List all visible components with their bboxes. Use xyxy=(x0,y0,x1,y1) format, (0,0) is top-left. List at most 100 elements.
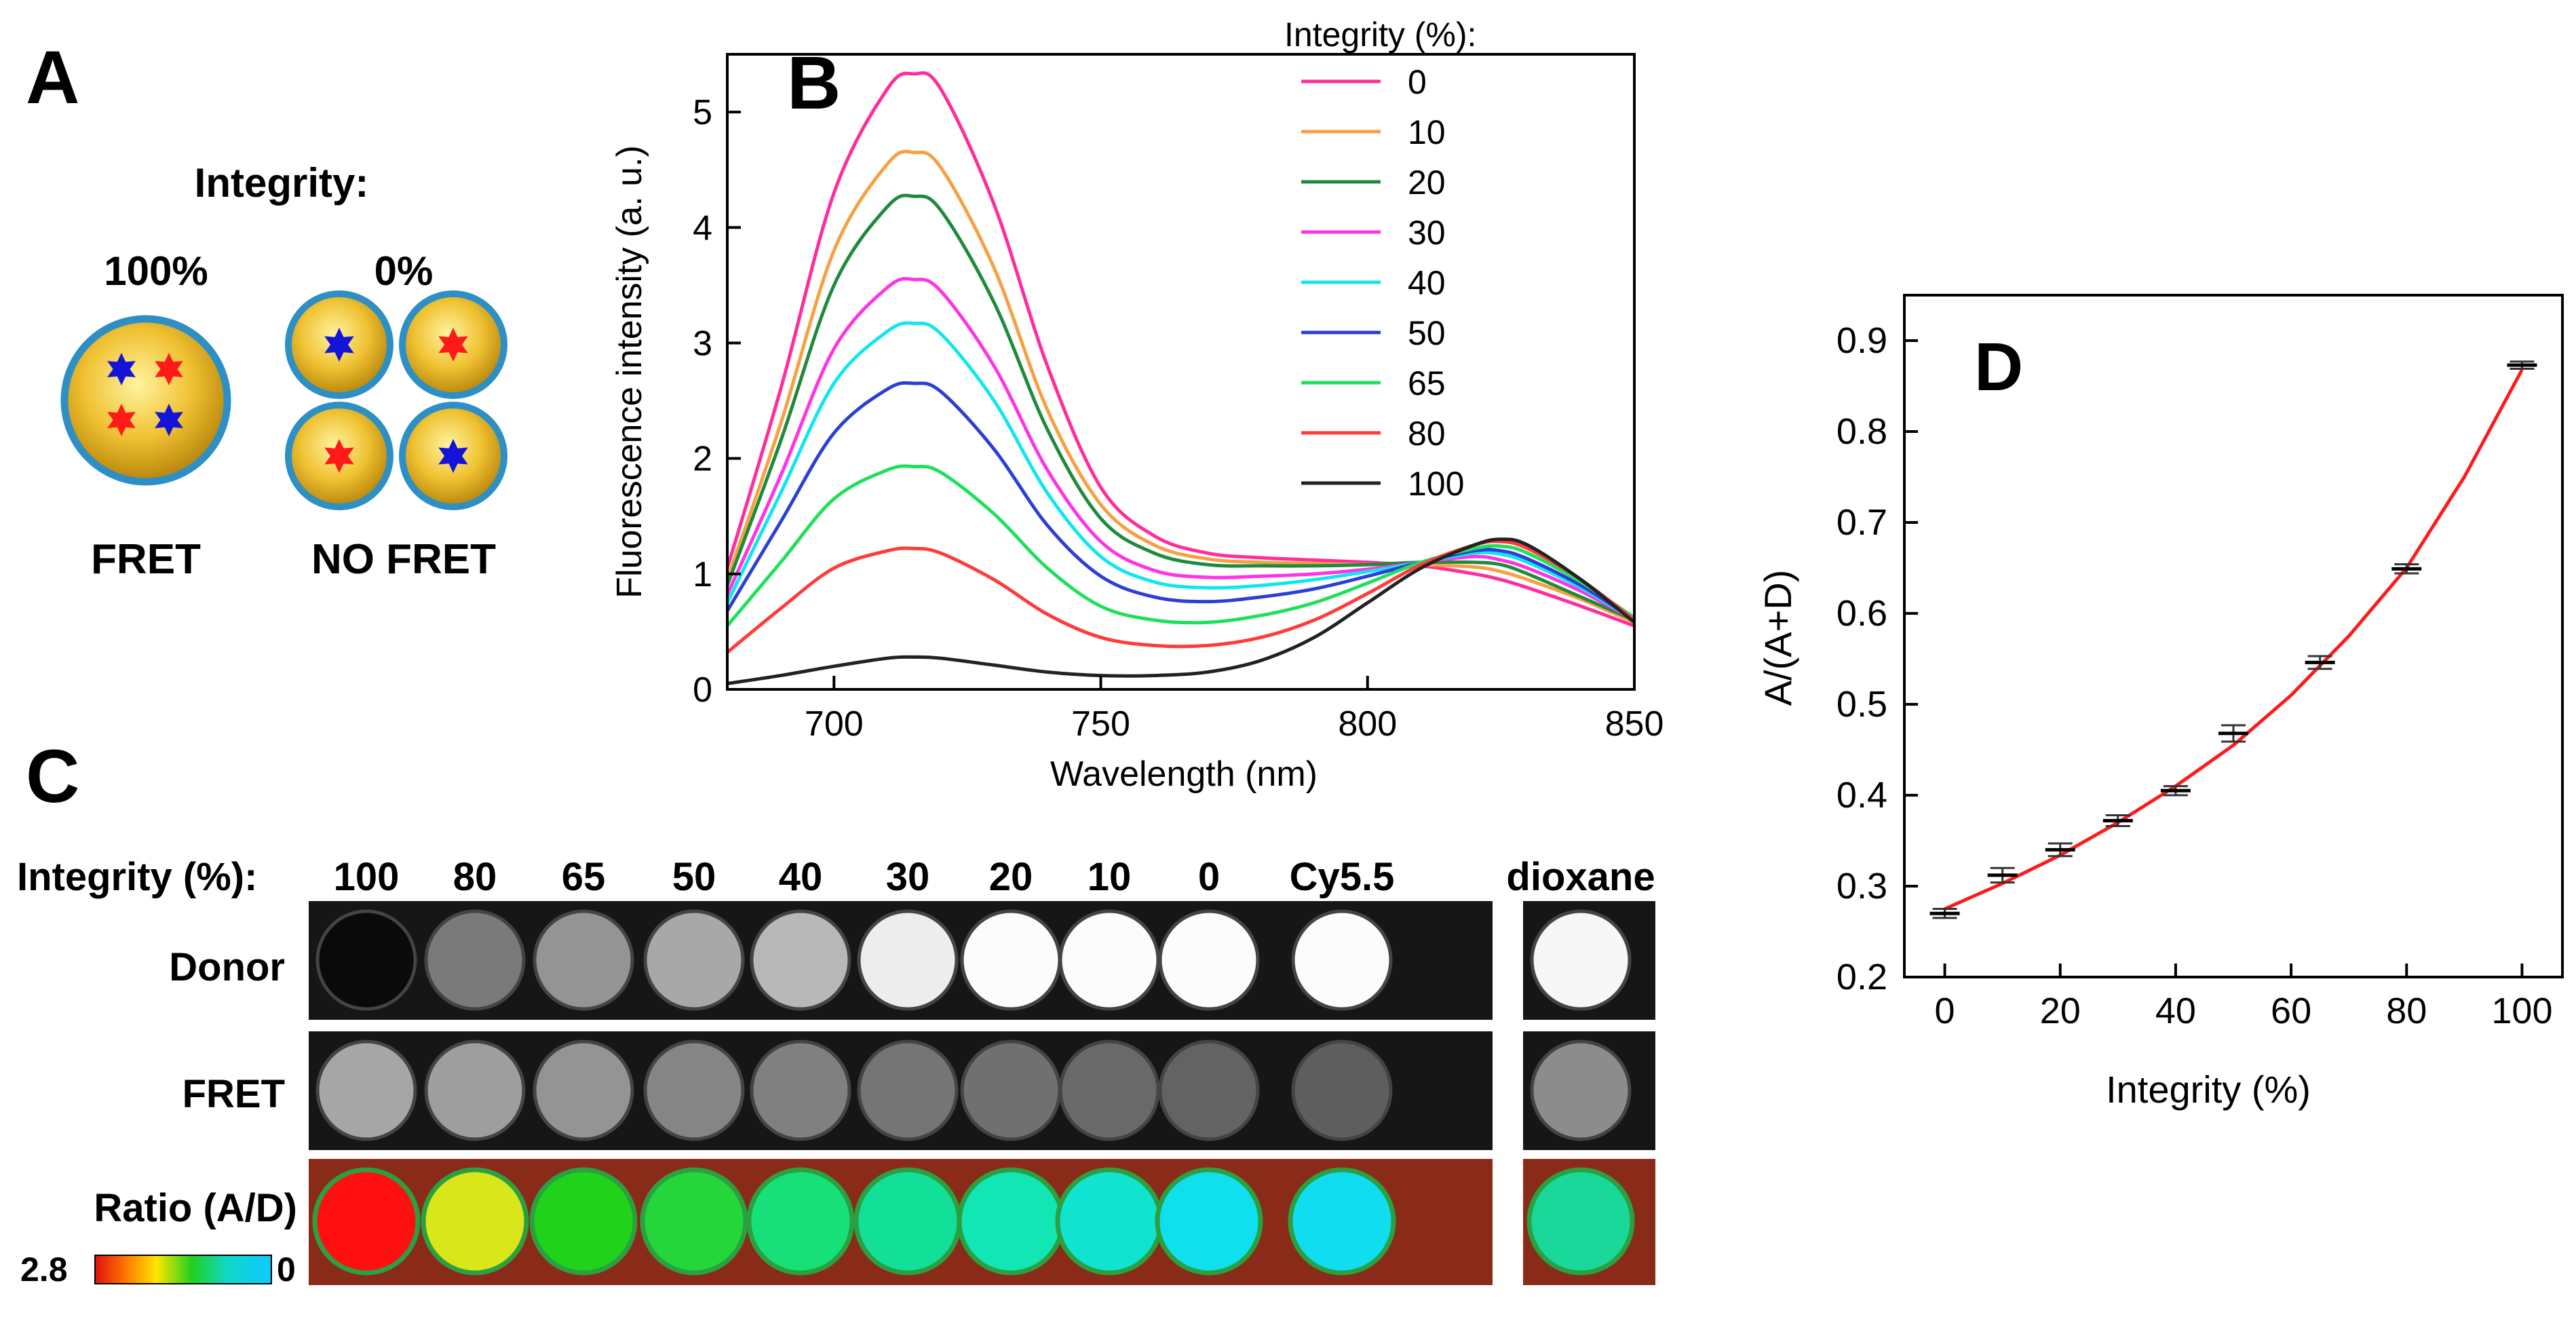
donor-well xyxy=(533,909,634,1011)
column-header: 100 xyxy=(334,855,400,899)
ratio-well xyxy=(421,1167,529,1276)
panel-c: C Integrity (%): 100 80 65 50 40 30 20 10 0 Cy5.5… xyxy=(17,735,1655,1289)
fret-well xyxy=(857,1039,959,1141)
x-tick-label: 80 xyxy=(2386,991,2427,1031)
x-tick-label: 0 xyxy=(1935,991,1955,1031)
integrity-100-label: 100% xyxy=(104,248,208,294)
y-tick-label: 0.9 xyxy=(1837,320,1887,361)
data-points xyxy=(1929,360,2537,919)
y-tick-label: 3 xyxy=(693,324,712,363)
donor-well xyxy=(315,909,417,1011)
fret-well xyxy=(1291,1039,1393,1141)
ratio-well xyxy=(1288,1167,1396,1276)
row-label-fret: FRET xyxy=(182,1072,285,1116)
fret-well xyxy=(315,1039,417,1141)
integrity-0-label: 0% xyxy=(374,248,434,294)
fret-well xyxy=(750,1039,851,1141)
spectrum-line-30 xyxy=(725,277,1636,622)
ratio-well xyxy=(529,1167,638,1276)
chart-b-xlabel: Wavelength (nm) xyxy=(1050,755,1318,794)
fit-line xyxy=(1944,368,2524,911)
spectrum-line-0 xyxy=(725,71,1635,628)
x-tick-label: 20 xyxy=(2040,991,2081,1031)
row-label-donor: Donor xyxy=(169,945,285,989)
spectrum-line-40 xyxy=(725,321,1636,622)
legend-label: 80 xyxy=(1408,415,1446,453)
ratio-well xyxy=(746,1167,855,1276)
chart-b-legend-title: Integrity (%): xyxy=(1284,16,1476,54)
y-tick-label: 0.4 xyxy=(1837,775,1887,816)
donor-well xyxy=(1158,909,1260,1011)
fret-well xyxy=(1158,1039,1260,1141)
fret-well xyxy=(1530,1039,1632,1141)
ratio-well xyxy=(853,1167,962,1276)
x-tick-label: 40 xyxy=(2155,991,2196,1031)
y-tick-label: 5 xyxy=(693,93,712,132)
column-header: 10 xyxy=(1088,855,1132,899)
ratio-well xyxy=(957,1167,1065,1276)
legend-label: 65 xyxy=(1408,364,1446,402)
legend-label: 40 xyxy=(1408,264,1446,302)
ratio-well xyxy=(1055,1167,1164,1276)
x-tick-label: 800 xyxy=(1338,704,1397,744)
column-headers: 100 80 65 50 40 30 20 10 0 Cy5.5 dioxane xyxy=(334,855,1655,899)
ratio-well xyxy=(312,1167,421,1276)
fret-well xyxy=(533,1039,634,1141)
ratio-well xyxy=(1526,1167,1635,1276)
y-tick-label: 1 xyxy=(693,555,712,594)
legend-label: 30 xyxy=(1408,214,1446,252)
column-header: 80 xyxy=(453,855,497,899)
dissociated-nanoparticles xyxy=(285,290,507,510)
panel-a: A Integrity: 100% 0% FRET NO FRET xyxy=(26,36,507,583)
fret-well xyxy=(960,1039,1062,1141)
x-tick-label: 750 xyxy=(1071,704,1130,744)
x-tick-label: 700 xyxy=(805,704,864,744)
y-tick-label: 0.7 xyxy=(1837,502,1887,543)
fret-well xyxy=(643,1039,745,1141)
chart-d-axes: 0 20 40 60 80 100 0.2 0.3 0.4 0.5 0.6 0.7 0.8 0.9 xyxy=(1837,320,2553,1031)
legend-label: 20 xyxy=(1408,164,1446,202)
spectrum-line-50 xyxy=(725,381,1636,622)
panel-label-c: C xyxy=(26,735,79,818)
column-header: 0 xyxy=(1198,855,1220,899)
donor-well xyxy=(1291,909,1393,1011)
chart-d-frame xyxy=(1903,294,2564,978)
fret-well xyxy=(424,1039,526,1141)
spectra-curves xyxy=(725,71,1636,685)
y-tick-label: 0.3 xyxy=(1837,866,1887,906)
integrity-row-label: Integrity (%): xyxy=(17,855,257,899)
donor-well xyxy=(960,909,1062,1011)
legend-label: 100 xyxy=(1408,465,1464,503)
legend-label: 10 xyxy=(1408,113,1446,151)
panel-label-d: D xyxy=(1974,329,2023,405)
chart-b-axes: 700 750 800 850 0 1 2 3 4 5 xyxy=(693,93,1664,744)
panel-d: 0 20 40 60 80 100 0.2 0.3 0.4 0.5 0.6 0.7 0.8 0.9 D I… xyxy=(1756,294,2564,1111)
spectrum-line-100 xyxy=(727,537,1636,685)
spectrum-line-20 xyxy=(725,193,1635,622)
spectrum-line-10 xyxy=(725,149,1635,624)
chart-b-ylabel: Fluorescence intensity (a. u.) xyxy=(610,145,649,598)
colorbar-max-label: 0 xyxy=(277,1251,296,1289)
ratio-well xyxy=(1155,1167,1263,1276)
donor-well xyxy=(643,909,745,1011)
ratio-well xyxy=(640,1167,748,1276)
fret-caption: FRET xyxy=(91,536,201,583)
column-header: 30 xyxy=(886,855,930,899)
x-tick-label: 60 xyxy=(2271,991,2311,1031)
donor-well xyxy=(1530,909,1632,1011)
chart-d-xlabel: Integrity (%) xyxy=(2106,1068,2311,1111)
x-tick-label: 100 xyxy=(2491,991,2552,1031)
fret-well xyxy=(1058,1039,1160,1141)
column-header: 20 xyxy=(989,855,1033,899)
column-header: 65 xyxy=(562,855,606,899)
no-fret-caption: NO FRET xyxy=(311,536,496,583)
legend-label: 0 xyxy=(1408,63,1427,101)
donor-well xyxy=(424,909,526,1011)
y-tick-label: 0.2 xyxy=(1837,957,1887,997)
donor-well xyxy=(750,909,851,1011)
donor-well xyxy=(857,909,959,1011)
donor-well xyxy=(1058,909,1160,1011)
y-tick-label: 4 xyxy=(693,208,712,248)
